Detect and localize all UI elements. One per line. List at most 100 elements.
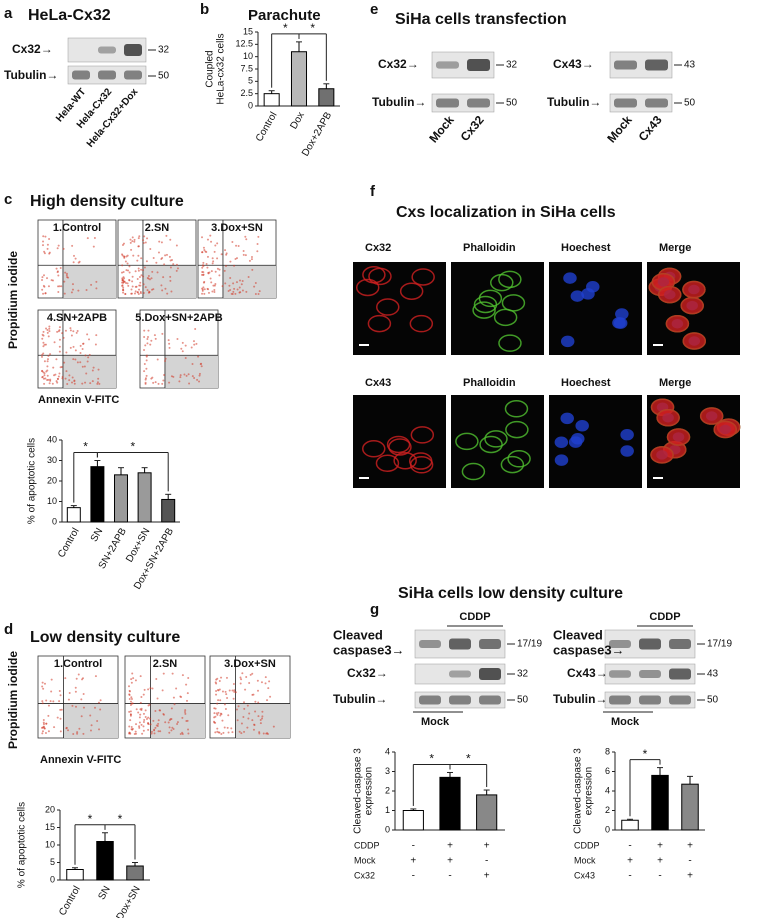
plot-title: 1.Control <box>54 658 102 670</box>
event <box>231 241 234 244</box>
event <box>129 238 132 241</box>
event <box>68 379 71 382</box>
event <box>146 338 149 341</box>
event <box>257 292 260 295</box>
event <box>74 358 77 361</box>
event <box>223 726 226 729</box>
band <box>419 695 441 705</box>
event <box>73 380 76 383</box>
event <box>261 715 264 718</box>
event <box>232 282 235 285</box>
event <box>202 274 205 277</box>
event <box>232 683 235 686</box>
event <box>244 235 247 238</box>
y-tick-label: 5 <box>50 857 55 867</box>
y-axis-label: Cleaved-caspase 3 <box>573 748 584 834</box>
axis-label: Annexin V-FITC <box>38 394 119 406</box>
event <box>162 713 165 716</box>
event <box>239 676 242 679</box>
event <box>139 701 142 704</box>
event <box>160 284 163 287</box>
event <box>240 732 243 735</box>
event <box>48 382 51 385</box>
event <box>221 285 224 288</box>
event <box>138 288 141 291</box>
event <box>133 732 136 735</box>
event <box>81 382 84 385</box>
event <box>63 292 66 295</box>
event <box>184 712 187 715</box>
event <box>251 719 254 722</box>
event <box>157 251 160 254</box>
event <box>82 732 85 735</box>
event <box>61 375 64 378</box>
event <box>43 250 46 253</box>
cell <box>498 270 522 289</box>
event <box>57 375 60 378</box>
event <box>256 689 259 692</box>
event <box>216 257 219 260</box>
event <box>146 335 149 338</box>
significance: * <box>130 440 135 454</box>
event <box>137 254 140 257</box>
table-cell: + <box>447 841 453 852</box>
event <box>59 694 62 697</box>
event <box>142 712 145 715</box>
event <box>58 285 61 288</box>
event <box>229 289 232 292</box>
cell <box>500 455 525 474</box>
event <box>56 271 59 274</box>
event <box>46 365 49 368</box>
event <box>138 726 141 729</box>
event <box>79 361 82 364</box>
event <box>230 727 233 730</box>
event <box>257 235 260 238</box>
event <box>198 374 201 377</box>
event <box>219 699 222 702</box>
event <box>44 377 47 380</box>
x-tick-label: Control <box>56 526 82 559</box>
event <box>50 690 53 693</box>
event <box>157 382 160 385</box>
event <box>96 382 99 385</box>
event <box>250 258 253 261</box>
event <box>261 717 264 720</box>
event <box>196 378 199 381</box>
event <box>71 704 74 707</box>
event <box>41 375 44 378</box>
event <box>205 263 208 266</box>
event <box>165 234 168 237</box>
event <box>71 376 74 379</box>
event <box>267 687 270 690</box>
event <box>63 280 66 283</box>
event <box>140 257 143 260</box>
event <box>47 285 50 288</box>
event <box>78 727 81 730</box>
event <box>202 281 205 284</box>
event <box>135 723 138 726</box>
event <box>124 281 127 284</box>
band <box>609 670 631 678</box>
cell <box>575 419 589 432</box>
event <box>92 366 95 369</box>
label: Tubulin→ <box>553 692 607 706</box>
event <box>210 240 213 243</box>
band <box>467 98 490 108</box>
event <box>41 730 44 733</box>
marker-label: 50 <box>707 695 719 706</box>
event <box>181 716 184 719</box>
bar <box>137 472 152 523</box>
event <box>72 358 75 361</box>
table-cell: - <box>658 871 661 882</box>
bar <box>96 841 114 881</box>
significance: * <box>310 21 315 35</box>
event <box>64 271 67 274</box>
event <box>237 244 240 247</box>
event <box>57 244 60 247</box>
event <box>142 292 145 295</box>
marker-label: 32 <box>158 45 170 56</box>
event <box>43 374 46 377</box>
event <box>143 718 146 721</box>
cell <box>388 438 412 456</box>
bar <box>90 466 105 523</box>
